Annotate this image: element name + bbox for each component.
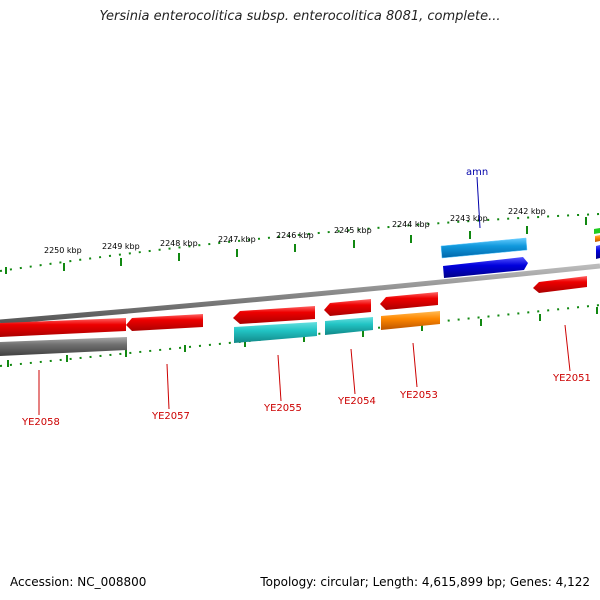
kbp-tick-label: 2248 kbp: [160, 239, 198, 248]
gene-YE2058-feature[interactable]: [0, 318, 126, 337]
gene-label-YE2058[interactable]: YE2058: [21, 417, 60, 428]
leader-line: [564, 324, 571, 372]
leader-line-amn: [476, 176, 481, 229]
kbp-tick-label: 2247 kbp: [218, 235, 256, 244]
gene-feature-cyan[interactable]: [234, 322, 317, 343]
gene-YE2051-feature[interactable]: [533, 276, 587, 293]
kbp-tick-label: 2250 kbp: [44, 246, 82, 255]
gene-feature-blue[interactable]: [443, 257, 528, 278]
cds-features: [0, 276, 587, 356]
leader-line: [166, 363, 170, 410]
gene-amn-feature[interactable]: [440, 237, 528, 259]
genome-backbone: [0, 263, 600, 325]
gene-label-amn[interactable]: amn: [466, 167, 488, 178]
gene-YE2053-feature[interactable]: [380, 292, 438, 310]
leader-line: [412, 342, 418, 388]
gene-feature-green[interactable]: [594, 228, 600, 234]
forward-strand-features: [440, 228, 600, 278]
gene-YE2054-feature[interactable]: [324, 299, 371, 316]
leader-line: [277, 354, 282, 402]
gene-label-YE2057[interactable]: YE2057: [151, 411, 190, 422]
kbp-tick-label: 2242 kbp: [508, 207, 546, 216]
map-title: Yersinia enterocolitica subsp. enterocol…: [99, 9, 501, 24]
gene-leader-lines: [38, 324, 571, 415]
genome-stats: Topology: circular; Length: 4,615,899 bp…: [260, 575, 590, 589]
accession-info: Accession: NC_008800: [10, 575, 147, 589]
gene-label-YE2051[interactable]: YE2051: [552, 373, 591, 384]
gene-label-YE2053[interactable]: YE2053: [399, 390, 438, 401]
outer-tick-ring: 2250 kbp 2249 kbp 2248 kbp 2247 kbp 2246…: [0, 207, 600, 274]
gene-feature-orange[interactable]: [595, 235, 600, 242]
kbp-tick-label: 2245 kbp: [334, 226, 372, 235]
kbp-tick-label: 2246 kbp: [276, 231, 314, 240]
gene-feature-blue[interactable]: [596, 245, 600, 259]
gene-YE2055-feature[interactable]: [233, 306, 315, 324]
kbp-tick-label: 2244 kbp: [392, 220, 430, 229]
gene-feature-gray[interactable]: [0, 337, 127, 356]
gene-feature-cyan[interactable]: [325, 317, 373, 335]
leader-line: [350, 348, 356, 395]
gene-label-YE2054[interactable]: YE2054: [337, 396, 376, 407]
kbp-tick-label: 2243 kbp: [450, 214, 488, 223]
gene-label-YE2055[interactable]: YE2055: [263, 403, 302, 414]
gene-YE2057-feature[interactable]: [126, 314, 203, 331]
gene-feature-orange[interactable]: [381, 311, 440, 330]
kbp-tick-label: 2249 kbp: [102, 242, 140, 251]
